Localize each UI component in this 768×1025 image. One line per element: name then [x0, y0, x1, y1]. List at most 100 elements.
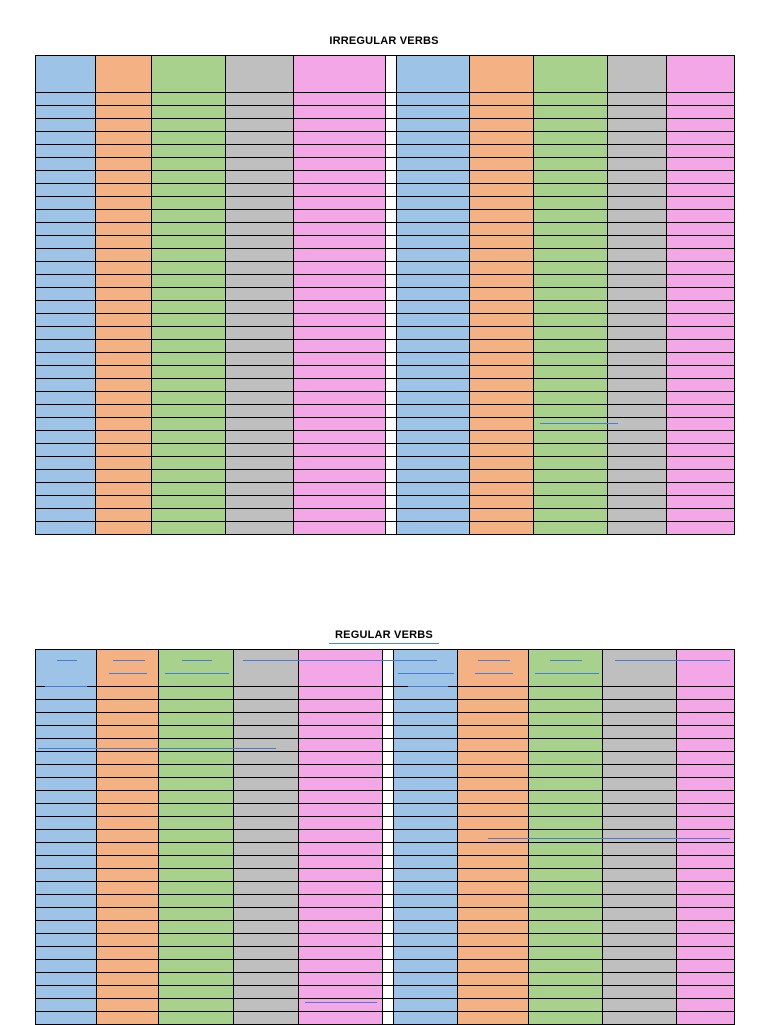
table-cell[interactable]: [528, 1011, 603, 1025]
table-cell[interactable]: [457, 985, 529, 999]
table-cell[interactable]: [396, 144, 470, 158]
table-cell[interactable]: [35, 404, 96, 418]
table-cell[interactable]: [528, 725, 603, 739]
table-cell[interactable]: [457, 725, 529, 739]
table-cell[interactable]: [396, 183, 470, 197]
table-cell[interactable]: [666, 157, 735, 171]
table-cell[interactable]: [151, 131, 226, 145]
table-cell[interactable]: [457, 738, 529, 752]
table-cell[interactable]: [96, 790, 159, 804]
table-cell[interactable]: [225, 92, 294, 106]
table-cell[interactable]: [151, 482, 226, 496]
separator-cell[interactable]: [385, 105, 397, 119]
table-cell[interactable]: [607, 300, 667, 314]
table-cell[interactable]: [602, 946, 677, 960]
separator-cell[interactable]: [385, 456, 397, 470]
table-cell[interactable]: [151, 300, 226, 314]
table-cell[interactable]: [96, 725, 159, 739]
separator-cell[interactable]: [382, 649, 394, 687]
table-cell[interactable]: [35, 183, 96, 197]
table-cell[interactable]: [151, 287, 226, 301]
table-cell[interactable]: [533, 326, 608, 340]
table-cell[interactable]: [676, 712, 735, 726]
separator-cell[interactable]: [382, 894, 394, 908]
table-cell[interactable]: [225, 417, 294, 431]
table-cell[interactable]: [602, 868, 677, 882]
table-cell[interactable]: [457, 751, 529, 765]
table-cell[interactable]: [533, 55, 608, 93]
table-cell[interactable]: [396, 352, 470, 366]
table-cell[interactable]: [469, 404, 534, 418]
table-cell[interactable]: [533, 248, 608, 262]
table-cell[interactable]: [393, 738, 458, 752]
table-cell[interactable]: [528, 881, 603, 895]
table-cell[interactable]: [225, 170, 294, 184]
separator-cell[interactable]: [385, 55, 397, 93]
table-cell[interactable]: [676, 998, 735, 1012]
table-cell[interactable]: [469, 313, 534, 327]
table-cell[interactable]: [469, 92, 534, 106]
table-cell[interactable]: [233, 868, 299, 882]
table-cell[interactable]: [158, 738, 234, 752]
table-cell[interactable]: [396, 209, 470, 223]
table-cell[interactable]: [607, 326, 667, 340]
table-cell[interactable]: [233, 881, 299, 895]
table-cell[interactable]: [533, 92, 608, 106]
table-cell[interactable]: [225, 391, 294, 405]
table-cell[interactable]: [233, 1011, 299, 1025]
table-cell[interactable]: [396, 118, 470, 132]
table-cell[interactable]: [528, 920, 603, 934]
table-cell[interactable]: [457, 868, 529, 882]
table-cell[interactable]: [293, 352, 386, 366]
table-cell[interactable]: [666, 131, 735, 145]
table-cell[interactable]: [35, 790, 97, 804]
separator-cell[interactable]: [382, 933, 394, 947]
table-cell[interactable]: [151, 391, 226, 405]
table-cell[interactable]: [95, 131, 152, 145]
table-cell[interactable]: [469, 131, 534, 145]
table-cell[interactable]: [457, 1011, 529, 1025]
table-cell[interactable]: [396, 235, 470, 249]
separator-cell[interactable]: [382, 907, 394, 921]
table-cell[interactable]: [666, 326, 735, 340]
table-cell[interactable]: [396, 430, 470, 444]
separator-cell[interactable]: [382, 959, 394, 973]
separator-cell[interactable]: [385, 443, 397, 457]
table-cell[interactable]: [396, 300, 470, 314]
separator-cell[interactable]: [382, 764, 394, 778]
table-cell[interactable]: [469, 170, 534, 184]
table-cell[interactable]: [151, 235, 226, 249]
table-cell[interactable]: [298, 907, 383, 921]
table-cell[interactable]: [96, 868, 159, 882]
separator-cell[interactable]: [385, 313, 397, 327]
table-cell[interactable]: [96, 686, 159, 700]
table-cell[interactable]: [35, 287, 96, 301]
table-cell[interactable]: [225, 274, 294, 288]
table-cell[interactable]: [35, 274, 96, 288]
table-cell[interactable]: [607, 55, 667, 93]
table-cell[interactable]: [293, 508, 386, 522]
table-cell[interactable]: [233, 829, 299, 843]
table-cell[interactable]: [95, 456, 152, 470]
table-cell[interactable]: [293, 235, 386, 249]
table-cell[interactable]: [607, 183, 667, 197]
table-cell[interactable]: [35, 248, 96, 262]
table-cell[interactable]: [528, 712, 603, 726]
table-cell[interactable]: [96, 998, 159, 1012]
table-cell[interactable]: [602, 881, 677, 895]
table-cell[interactable]: [151, 144, 226, 158]
table-cell[interactable]: [158, 842, 234, 856]
table-cell[interactable]: [607, 222, 667, 236]
table-cell[interactable]: [96, 829, 159, 843]
table-cell[interactable]: [666, 105, 735, 119]
table-cell[interactable]: [607, 196, 667, 210]
table-cell[interactable]: [396, 508, 470, 522]
table-cell[interactable]: [293, 417, 386, 431]
table-cell[interactable]: [469, 183, 534, 197]
table-cell[interactable]: [469, 248, 534, 262]
table-cell[interactable]: [35, 235, 96, 249]
table-cell[interactable]: [676, 686, 735, 700]
table-cell[interactable]: [35, 326, 96, 340]
table-cell[interactable]: [666, 196, 735, 210]
table-cell[interactable]: [676, 803, 735, 817]
